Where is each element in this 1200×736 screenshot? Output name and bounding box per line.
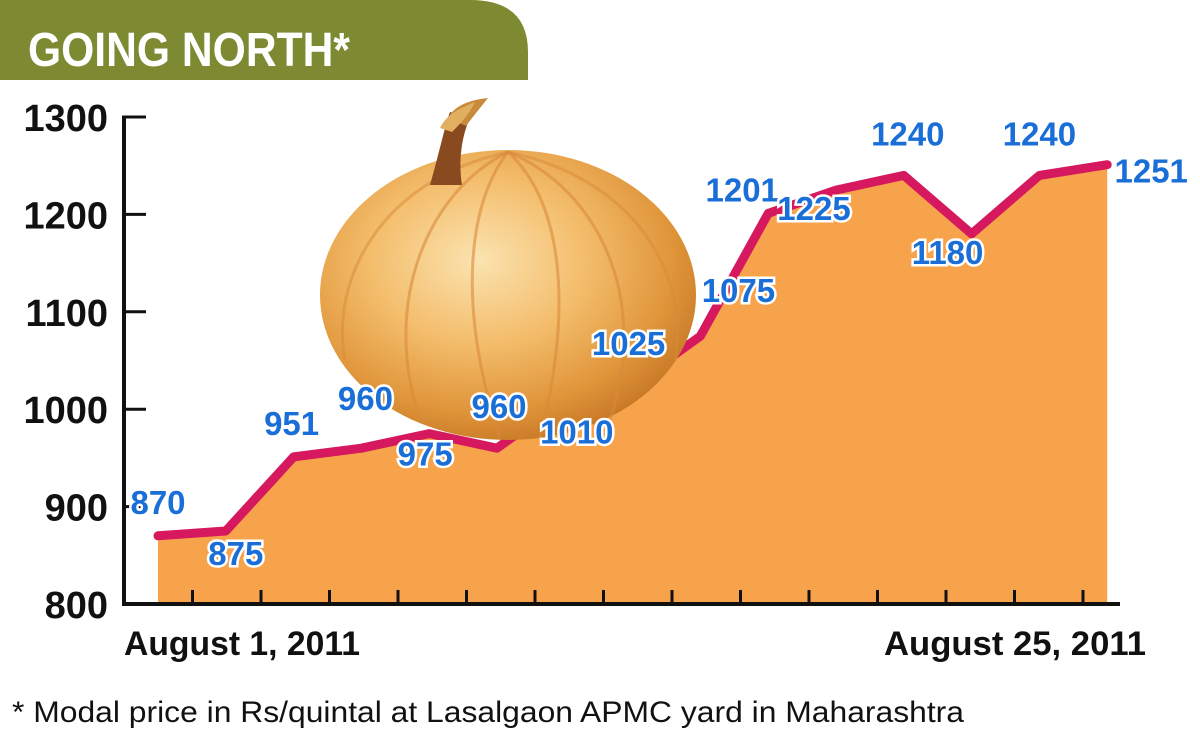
data-label: 1240 (871, 115, 944, 152)
y-axis-ticks: 800 900 1000 1100 1200 1300 (23, 98, 146, 627)
data-point (1105, 162, 1110, 167)
data-point (901, 173, 906, 178)
data-label: 960 (338, 380, 393, 417)
data-label: 1201 (705, 171, 778, 208)
y-tick-label: 1000 (23, 390, 108, 432)
data-label: 975 (398, 436, 453, 473)
data-point (359, 446, 364, 451)
x-tick-label-start: August 1, 2011 (124, 625, 360, 663)
data-label: 1180 (912, 234, 984, 271)
data-label: 875 (208, 535, 263, 572)
data-point (156, 533, 160, 538)
y-tick-label: 1200 (23, 195, 108, 237)
title-banner (0, 0, 528, 80)
data-point (698, 334, 703, 339)
data-label: 1240 (1003, 115, 1076, 152)
y-tick-label: 1100 (26, 293, 108, 335)
series-area (158, 164, 1108, 604)
data-point (1037, 173, 1042, 178)
x-tick-label-end: August 25, 2011 (884, 625, 1146, 663)
y-tick-label: 1300 (23, 98, 108, 140)
data-label: 1251 (1114, 153, 1187, 190)
data-label: 1075 (702, 272, 775, 309)
data-point (969, 231, 974, 236)
data-point (766, 211, 771, 216)
chart-title: GOING NORTH* (28, 24, 350, 77)
data-label: 1010 (540, 414, 613, 451)
onion-illustration (320, 98, 696, 440)
data-point (223, 529, 228, 533)
x-axis-ticks (122, 590, 1085, 606)
data-point (427, 431, 432, 436)
footnote: * Modal price in Rs/quintal at Lasalgaon… (12, 696, 964, 729)
data-point (495, 446, 499, 451)
data-label: 1225 (777, 190, 850, 227)
data-label: 951 (264, 405, 319, 442)
data-point (834, 188, 838, 193)
y-tick-label: 900 (45, 488, 108, 530)
data-label: 1025 (592, 325, 665, 362)
data-point (291, 454, 296, 459)
data-labels: 8708759519609759601010102510751201122512… (128, 113, 1190, 575)
y-tick-label: 800 (45, 585, 108, 627)
data-label: 870 (130, 484, 185, 521)
data-label: 960 (471, 388, 526, 425)
